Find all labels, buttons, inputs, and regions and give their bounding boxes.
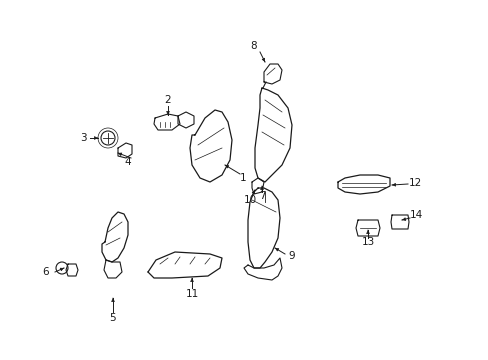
Text: 12: 12 [407,178,421,188]
Text: 14: 14 [408,210,422,220]
Text: 8: 8 [250,41,257,51]
Text: 13: 13 [361,237,374,247]
Text: 10: 10 [243,195,256,205]
Text: 3: 3 [80,133,86,143]
Text: 7: 7 [258,191,265,201]
Text: 6: 6 [42,267,49,277]
Text: 1: 1 [239,173,246,183]
Text: 2: 2 [164,95,171,105]
Text: 11: 11 [185,289,198,299]
Text: 5: 5 [109,313,116,323]
Text: 4: 4 [124,157,131,167]
Text: 9: 9 [288,251,295,261]
